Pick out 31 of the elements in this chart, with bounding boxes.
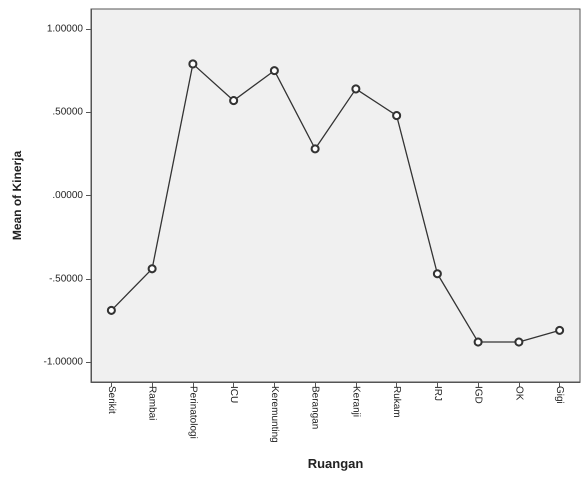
x-tick-label: Perinatologi (187, 386, 198, 439)
y-tick-label: 1.00000 (46, 23, 84, 34)
x-tick-label: Keranji (350, 386, 362, 418)
x-tick-label: Gigi (554, 386, 566, 404)
point (148, 264, 157, 274)
y-tick-label: -.50000 (49, 273, 84, 284)
point (474, 338, 483, 347)
y-tick-label: -1.00000 (44, 356, 84, 368)
point (188, 59, 198, 68)
point (270, 66, 279, 76)
x-tick-label: OK (513, 386, 524, 401)
x-tick-label: Keremunting (268, 386, 280, 443)
x-tick-label: ICU (228, 386, 240, 404)
x-tick-label: Berangan (310, 386, 321, 430)
point (392, 111, 402, 120)
x-tick-label: IGD (472, 386, 484, 404)
point (514, 338, 524, 347)
point (432, 269, 442, 278)
point (106, 306, 116, 315)
point (310, 144, 320, 154)
point (555, 326, 564, 335)
x-tick-label: Rambai (146, 386, 158, 420)
y-tick-label: .50000 (52, 106, 84, 118)
point (351, 84, 360, 94)
x-tick-label: IRJ (432, 386, 443, 401)
x-tick-label: Rukam (391, 386, 402, 418)
y-tick-label: .00000 (52, 190, 84, 201)
point (229, 96, 238, 106)
x-axis-title: Ruangan (308, 456, 364, 471)
x-tick-label: Serikit (106, 386, 117, 414)
y-axis-title: Mean of Kinerja (10, 150, 24, 240)
